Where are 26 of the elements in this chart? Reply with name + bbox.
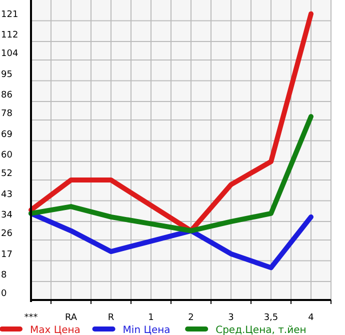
y-tick-label: 69	[1, 130, 13, 140]
x-tick-label: 3	[228, 313, 234, 323]
x-tick-label: 2	[188, 313, 194, 323]
x-tick-label: 3,5	[264, 313, 278, 323]
x-tick-label: ***	[24, 313, 38, 323]
y-tick-label: 43	[1, 190, 12, 200]
y-tick-label: 121	[1, 10, 18, 20]
legend-label: Min Цена	[122, 325, 170, 335]
y-tick-label: 52	[1, 169, 12, 179]
y-tick-label: 0	[1, 289, 7, 299]
x-tick-label: 4	[308, 313, 314, 323]
y-tick-label: 112	[1, 30, 18, 41]
y-tick-label: 78	[1, 109, 13, 119]
legend-label: Сред.Цена, т.йен	[216, 325, 306, 335]
y-tick-label: 104	[1, 49, 18, 59]
y-tick-label: 34	[1, 210, 13, 221]
x-tick-label: R	[108, 313, 114, 323]
y-tick-label: 17	[1, 250, 12, 260]
x-tick-label: RA	[64, 313, 78, 323]
y-tick-label: 95	[1, 70, 12, 80]
y-tick-label: 8	[1, 270, 7, 281]
x-tick-label: 1	[148, 313, 154, 323]
y-tick-label: 86	[1, 90, 13, 101]
y-tick-label: 26	[1, 229, 13, 239]
y-tick-label: 60	[1, 150, 13, 161]
legend-label: Max Цена	[30, 325, 80, 335]
